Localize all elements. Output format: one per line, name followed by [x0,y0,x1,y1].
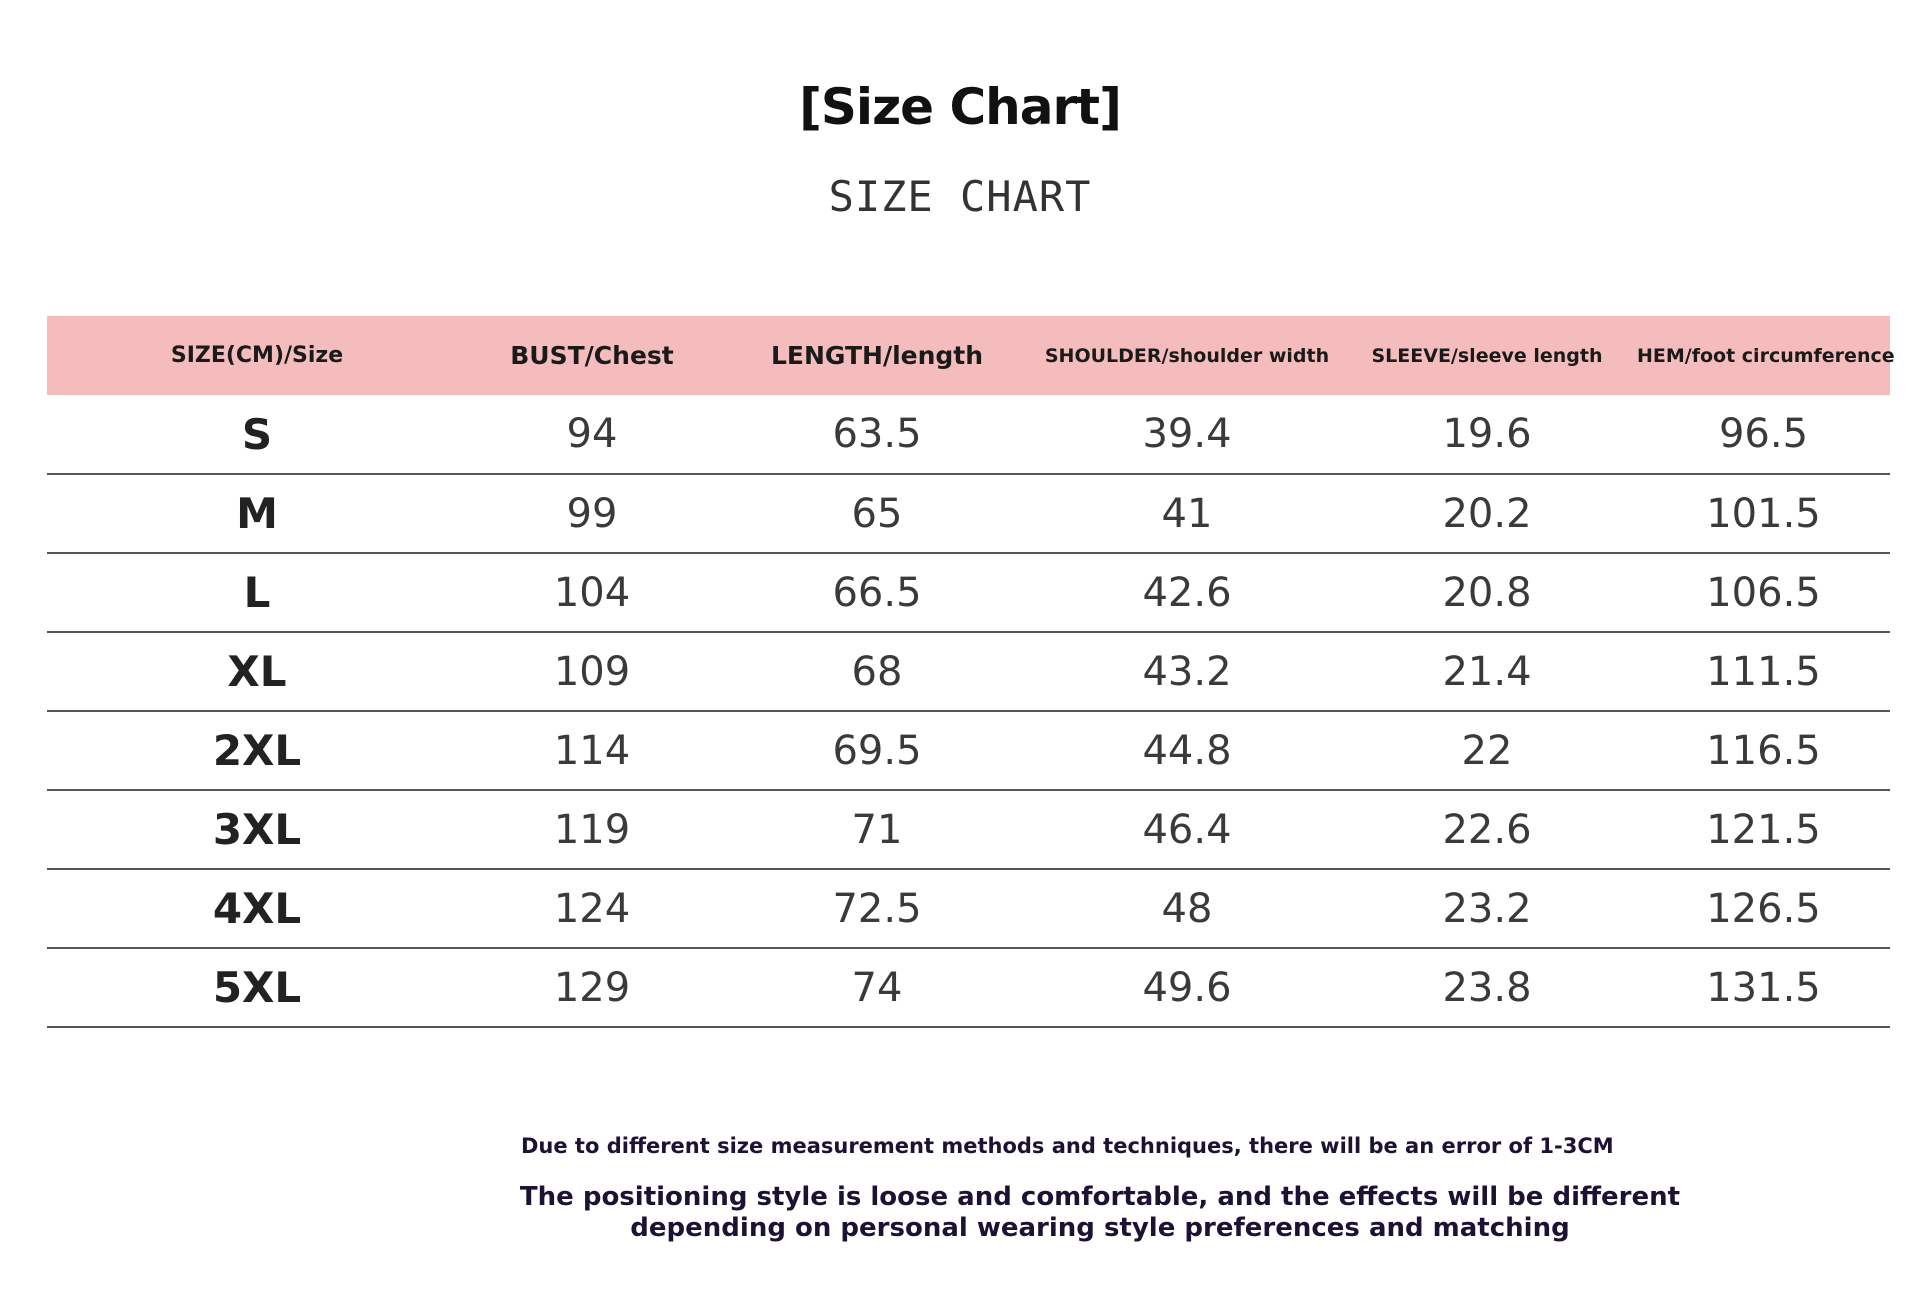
table-row: M 99 65 41 20.2 101.5 [47,474,1890,553]
cell-size: S [241,409,273,459]
cell-shoulder: 43.2 [1142,648,1232,695]
cell-sleeve: 22 [1461,727,1513,774]
cell-sleeve: 20.8 [1442,569,1532,616]
cell-size: 4XL [212,884,302,933]
cell-bust: 124 [553,885,631,932]
page-title: [Size Chart] [799,78,1122,136]
cell-length: 66.5 [832,569,922,616]
cell-hem: 111.5 [1706,648,1821,695]
table-row: 4XL 124 72.5 48 23.2 126.5 [47,869,1890,948]
cell-bust: 109 [553,648,631,695]
cell-sleeve: 22.6 [1442,806,1532,853]
cell-sleeve: 23.2 [1442,885,1532,932]
table-row: S 94 63.5 39.4 19.6 96.5 [47,395,1890,474]
header-sleeve: SLEEVE/sleeve length [1371,344,1603,367]
cell-hem: 96.5 [1718,411,1809,457]
cell-shoulder: 44.8 [1142,727,1232,774]
header-hem: HEM/foot circumference [1637,344,1895,367]
cell-size: 2XL [212,726,302,775]
cell-hem: 126.5 [1706,885,1821,932]
cell-shoulder: 41 [1161,490,1213,537]
cell-bust: 114 [553,727,631,774]
cell-bust: 129 [553,964,631,1011]
cell-length: 65 [851,490,903,537]
cell-size: XL [227,647,287,696]
cell-shoulder: 46.4 [1142,806,1232,853]
header-bust: BUST/Chest [510,341,674,370]
cell-shoulder: 42.6 [1142,569,1232,616]
table-row: XL 109 68 43.2 21.4 111.5 [47,632,1890,711]
cell-sleeve: 23.8 [1442,964,1532,1011]
table-row: 2XL 114 69.5 44.8 22 116.5 [47,711,1890,790]
table-row: L 104 66.5 42.6 20.8 106.5 [47,553,1890,632]
cell-size: L [243,568,271,617]
cell-sleeve: 21.4 [1442,648,1532,695]
size-table-container: SIZE(CM)/Size BUST/Chest LENGTH/length S… [47,316,1895,1028]
cell-size: M [236,489,278,538]
cell-hem: 131.5 [1706,964,1821,1011]
page-subtitle: SIZE CHART [828,172,1092,221]
cell-length: 68 [851,648,903,695]
header-size: SIZE(CM)/Size [170,343,344,368]
cell-bust: 104 [553,569,631,616]
measurement-error-note: Due to different size measurement method… [521,1134,1614,1158]
style-note: The positioning style is loose and comfo… [519,1182,1681,1243]
table-row: 3XL 119 71 46.4 22.6 121.5 [47,790,1890,869]
cell-hem: 121.5 [1706,806,1821,853]
cell-hem: 116.5 [1706,727,1821,774]
cell-length: 63.5 [832,411,922,457]
cell-bust: 99 [566,490,618,537]
cell-hem: 101.5 [1706,490,1821,537]
cell-length: 72.5 [832,885,922,932]
table-header-row: SIZE(CM)/Size BUST/Chest LENGTH/length S… [47,316,1895,395]
cell-sleeve: 20.2 [1442,490,1532,537]
header-shoulder: SHOULDER/shoulder width [1044,344,1330,367]
cell-size: 3XL [212,805,302,854]
cell-length: 69.5 [832,727,922,774]
cell-shoulder: 48 [1161,885,1213,932]
table-row: 5XL 129 74 49.6 23.8 131.5 [47,948,1890,1027]
cell-length: 71 [851,806,903,853]
cell-bust: 119 [553,806,631,853]
cell-hem: 106.5 [1706,569,1821,616]
cell-shoulder: 49.6 [1142,964,1232,1011]
cell-size: 5XL [212,963,302,1012]
cell-shoulder: 39.4 [1142,411,1232,457]
cell-sleeve: 19.6 [1442,411,1532,457]
cell-bust: 94 [566,411,618,457]
header-length: LENGTH/length [770,341,984,370]
cell-length: 74 [851,964,903,1011]
size-table: SIZE(CM)/Size BUST/Chest LENGTH/length S… [47,316,1895,1028]
